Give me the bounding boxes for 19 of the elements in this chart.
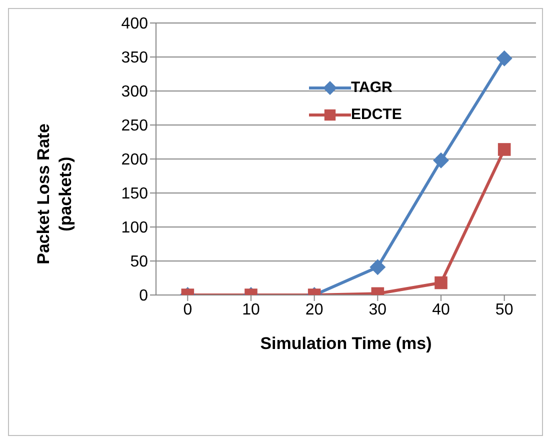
y-tick-label: 250 <box>121 118 148 135</box>
x-axis-title: Simulation Time (ms) <box>260 334 432 353</box>
x-tick-label: 0 <box>183 301 192 318</box>
legend-label: EDCTE <box>351 106 402 123</box>
y-tick-label: 100 <box>121 220 148 237</box>
x-tick-label: 20 <box>305 301 324 318</box>
y-tick-label: 400 <box>121 16 148 33</box>
y-tick-label: 350 <box>121 50 148 67</box>
x-tick-label: 10 <box>242 301 260 318</box>
y-tick-label: 200 <box>121 152 148 169</box>
legend-label: TAGR <box>351 79 392 96</box>
x-tick-label: 40 <box>432 301 450 318</box>
y-tick-label: 300 <box>121 84 148 101</box>
x-tick-label: 30 <box>368 301 387 318</box>
y-tick-label: 150 <box>121 186 148 203</box>
y-tick-label: 50 <box>130 254 148 271</box>
y-tick-label: 0 <box>139 288 148 305</box>
y-axis-title: Packet Loss Rate (packets) <box>34 124 75 264</box>
x-tick-label: 50 <box>495 301 514 318</box>
